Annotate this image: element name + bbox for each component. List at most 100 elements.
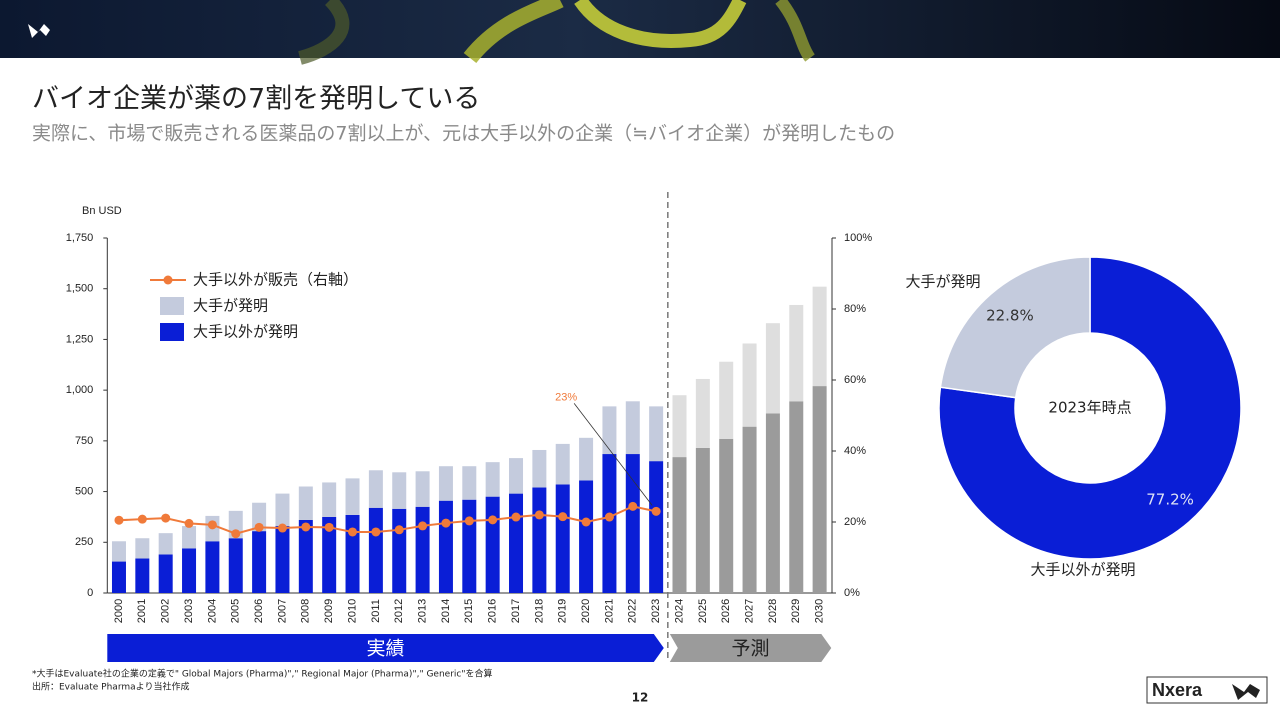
bar-segment: [368, 507, 383, 593]
bar-segment: [135, 538, 150, 559]
y2-tick-label: 80%: [844, 303, 866, 315]
x-tick-label: 2002: [160, 599, 172, 623]
donut-slice: [938, 256, 1242, 560]
x-tick-label: 2025: [697, 599, 709, 623]
line-point: [604, 512, 614, 522]
line-point: [534, 510, 544, 520]
period-label: 実績: [367, 638, 405, 660]
line-point: [394, 525, 404, 535]
x-tick-label: 2000: [113, 599, 125, 623]
period-arrow: [107, 634, 664, 662]
bar-segment: [649, 406, 664, 462]
bar-segment: [555, 443, 570, 485]
header-banner: [0, 0, 1280, 65]
x-tick-label: 2029: [790, 599, 802, 623]
bar-segment: [205, 541, 220, 593]
x-tick-label: 2024: [673, 599, 685, 623]
legend-label: 大手以外が販売（右軸）: [193, 271, 358, 289]
bar-segment: [252, 531, 267, 593]
data-label: 77.2%: [1146, 491, 1194, 509]
bar-segment: [438, 466, 453, 501]
line-point: [628, 501, 638, 511]
x-tick-label: 2030: [814, 599, 826, 623]
category-label: 大手が発明: [905, 273, 980, 291]
x-tick-label: 2014: [440, 599, 452, 623]
y-axis-label: Bn USD: [82, 205, 122, 217]
bar-segment: [742, 343, 757, 427]
x-tick-label: 2019: [557, 599, 569, 623]
bar-segment: [111, 561, 126, 593]
bar-segment: [485, 462, 500, 497]
x-tick-label: 2003: [183, 599, 195, 623]
y2-tick-label: 20%: [844, 516, 866, 528]
bar-segment: [812, 286, 827, 387]
bar-segment: [252, 502, 267, 532]
line-point: [277, 523, 287, 533]
x-tick-label: 2007: [276, 599, 288, 623]
x-tick-label: 2021: [603, 599, 615, 623]
bar-segment: [672, 457, 687, 593]
bar-segment: [322, 516, 337, 593]
y-tick-label: 500: [75, 485, 93, 497]
leader-line: [573, 403, 653, 506]
legend-marker: [163, 275, 173, 285]
bar-segment: [462, 499, 477, 593]
x-tick-label: 2012: [393, 599, 405, 623]
line-point: [441, 518, 451, 528]
bar-segment: [392, 472, 407, 509]
bar-segment: [438, 500, 453, 593]
x-tick-label: 2018: [533, 599, 545, 623]
bar-segment: [719, 361, 734, 439]
x-tick-label: 2004: [206, 599, 218, 623]
x-tick-label: 2026: [720, 599, 732, 623]
bar-segment: [579, 480, 594, 593]
slide-title: バイオ企業が薬の7割を発明している: [32, 84, 480, 115]
bar-segment: [462, 466, 477, 500]
x-tick-label: 2005: [230, 599, 242, 623]
y-tick-label: 0: [87, 587, 93, 599]
y-tick-label: 1,000: [66, 384, 94, 396]
donut-slice: [939, 256, 1091, 399]
line-point: [488, 515, 498, 525]
bar-segment: [275, 526, 290, 593]
bar-segment: [415, 471, 430, 507]
bar-segment: [719, 438, 734, 593]
y2-tick-label: 40%: [844, 445, 866, 457]
bar-segment: [695, 378, 710, 448]
x-tick-label: 2017: [510, 599, 522, 623]
y2-tick-label: 0%: [844, 587, 860, 599]
logo: Nxera: [1146, 676, 1268, 704]
bar-segment: [298, 519, 313, 593]
bar-segment: [672, 395, 687, 458]
bar-segment: [579, 437, 594, 481]
line-point: [114, 515, 124, 525]
bar-segment: [649, 461, 664, 593]
line-point: [651, 506, 661, 516]
bar-segment: [625, 454, 640, 593]
bar-segment: [602, 454, 617, 593]
bar-segment: [812, 386, 827, 593]
x-tick-label: 2013: [416, 599, 428, 623]
y-tick-label: 1,500: [66, 283, 94, 295]
category-label: 大手以外が発明: [1030, 561, 1135, 579]
line-point: [348, 527, 358, 537]
page-number: 12: [632, 691, 649, 705]
bar-segment: [228, 538, 243, 593]
line-point: [371, 527, 381, 537]
bar-segment: [509, 458, 524, 494]
bar-segment: [765, 413, 780, 593]
data-label: 23%: [555, 391, 577, 403]
bar-segment: [158, 554, 173, 593]
bar-segment: [275, 493, 290, 527]
legend-swatch: [160, 297, 184, 315]
line-point: [418, 521, 428, 531]
y-tick-label: 1,750: [66, 232, 94, 244]
y-tick-label: 1,250: [66, 333, 94, 345]
bar-segment: [392, 508, 407, 593]
bar-segment: [485, 496, 500, 593]
bar-segment: [182, 526, 197, 549]
line-point: [184, 518, 194, 528]
x-tick-label: 2008: [300, 599, 312, 623]
line-point: [137, 514, 147, 524]
bar-segment: [789, 401, 804, 593]
